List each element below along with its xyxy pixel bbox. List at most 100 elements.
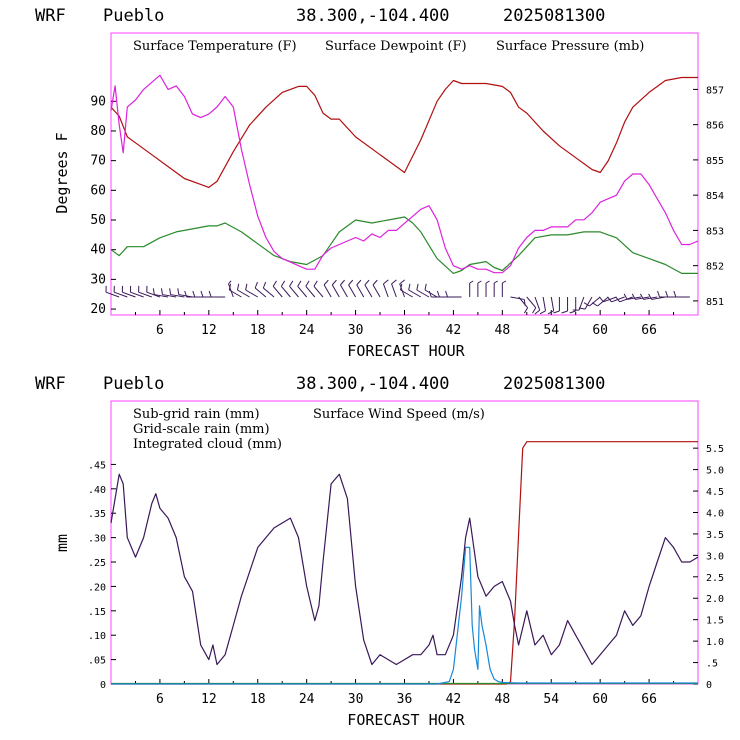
y-tick-label: 40 — [90, 243, 106, 258]
x-tick-label: 36 — [397, 692, 413, 707]
y-tick-label: .15 — [88, 607, 106, 618]
wind-barb — [673, 290, 690, 298]
wind-barb — [129, 285, 144, 298]
wind-barb — [356, 279, 365, 298]
wind-barb — [561, 297, 569, 314]
panel2-header: WRF Pueblo 38.300,-104.400 2025081300 — [35, 374, 605, 394]
x-tick-label: 42 — [446, 323, 462, 338]
y2-tick-label: 852 — [706, 262, 724, 273]
wind-barb — [208, 290, 226, 298]
wind-barb — [161, 288, 177, 298]
legend-gridscale-rain: Grid-scale rain (mm) — [133, 422, 270, 437]
panel2-xlabel: FORECAST HOUR — [347, 711, 465, 729]
wind-barb — [400, 283, 413, 298]
y2-tick-label: 4.0 — [706, 508, 724, 519]
wind-barb — [631, 293, 650, 300]
y-tick-label: 90 — [90, 94, 106, 109]
series-surface-wind-speed-m-s — [110, 473, 699, 666]
panel1-run: 2025081300 — [503, 6, 605, 26]
wind-barb — [364, 279, 373, 298]
y-tick-label: .40 — [88, 485, 106, 496]
wind-barb — [372, 279, 381, 298]
wind-barb — [583, 296, 601, 307]
x-tick-label: 54 — [543, 323, 559, 338]
wind-barb — [152, 288, 169, 298]
wind-barb — [569, 297, 577, 314]
wind-barb — [297, 280, 308, 298]
y2-tick-label: 5.5 — [706, 444, 724, 455]
wind-barb — [313, 280, 324, 298]
y2-tick-label: 3.5 — [706, 530, 724, 541]
series-sub-grid-rain-mm — [111, 441, 698, 685]
y2-tick-label: 1.0 — [706, 637, 724, 648]
x-tick-label: 30 — [348, 692, 364, 707]
wind-barb — [424, 283, 438, 298]
wind-barb — [639, 293, 658, 300]
y2-tick-label: 854 — [706, 191, 724, 202]
wind-barb — [289, 280, 299, 298]
panel2-series — [110, 441, 699, 685]
panel1-header: WRF Pueblo 38.300,-104.400 2025081300 — [35, 6, 605, 26]
x-tick-label: 18 — [250, 323, 266, 338]
y2-tick-label: 5.0 — [706, 466, 724, 477]
y2-tick-label: 857 — [706, 85, 724, 96]
y2-tick-label: 851 — [706, 297, 724, 308]
x-tick-label: 24 — [299, 323, 315, 338]
y-tick-label: .10 — [88, 631, 106, 642]
panel2-ticks: 6 12 18 24 30 36 42 48 54 60 66 0 .05 .10 .15 .20 .25 .30… — [88, 444, 724, 707]
wind-barb — [615, 296, 633, 303]
y-tick-label: .20 — [88, 582, 106, 593]
wind-barb — [113, 285, 128, 298]
wind-barb — [510, 296, 526, 306]
y2-tick-label: 3.0 — [706, 551, 724, 562]
wind-barb — [526, 296, 537, 314]
y2-tick-label: 4.5 — [706, 487, 724, 498]
panel2-ylabel: mm — [53, 534, 71, 552]
wind-barb — [305, 280, 316, 298]
panel1-ticks: 6 12 18 24 30 36 42 48 54 60 66 20 30 40 50 60 70 80 90 851… — [90, 85, 724, 338]
series-surface-temperature-f — [110, 76, 698, 188]
y2-tick-label: .5 — [706, 659, 718, 670]
panel2-run: 2025081300 — [503, 374, 605, 394]
y2-tick-label: 855 — [706, 156, 724, 167]
y-tick-label: 70 — [90, 154, 106, 169]
x-tick-label: 6 — [156, 323, 164, 338]
y-tick-label: 20 — [90, 302, 106, 317]
wind-barb — [391, 279, 397, 298]
wind-barb — [485, 280, 490, 297]
wind-barb — [534, 296, 541, 315]
x-tick-label: 12 — [201, 323, 217, 338]
panel1-site: Pueblo — [103, 6, 164, 26]
legend-integrated-cloud: Integrated cloud (mm) — [133, 437, 282, 452]
series-integrated-cloud-mm — [111, 546, 698, 685]
wind-barb — [146, 285, 161, 298]
panel1-xlabel: FORECAST HOUR — [347, 342, 465, 360]
x-tick-label: 30 — [348, 323, 364, 338]
wind-barb — [339, 279, 348, 298]
wind-barb — [331, 279, 340, 298]
wind-barb — [445, 290, 462, 298]
x-tick-label: 24 — [299, 692, 315, 707]
x-tick-label: 54 — [543, 692, 559, 707]
y-tick-label: 0 — [100, 680, 106, 691]
wind-barb — [245, 283, 258, 298]
wind-barb — [469, 280, 474, 297]
panel2-model: WRF — [35, 374, 66, 394]
wind-barb — [539, 296, 547, 315]
wind-barb — [169, 288, 185, 298]
wind-barb — [323, 279, 332, 298]
wind-barb — [382, 279, 389, 298]
x-tick-label: 66 — [641, 323, 657, 338]
y-tick-label: 30 — [90, 272, 106, 287]
y-tick-label: 60 — [90, 183, 106, 198]
y-tick-label: .25 — [88, 558, 106, 569]
x-tick-label: 18 — [250, 692, 266, 707]
wind-barb — [228, 283, 242, 298]
x-tick-label: 66 — [641, 692, 657, 707]
wind-barb — [262, 281, 275, 298]
wind-barb — [416, 283, 430, 298]
legend-wind-speed: Surface Wind Speed (m/s) — [313, 407, 485, 422]
wind-barb — [138, 285, 152, 298]
wind-barb — [408, 283, 422, 298]
